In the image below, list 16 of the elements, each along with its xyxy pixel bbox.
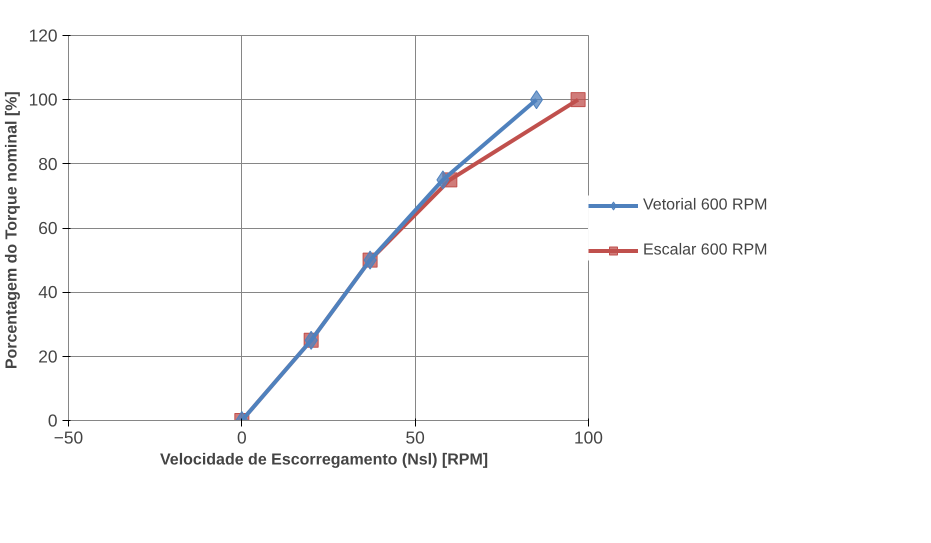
legend-label: Vetorial 600 RPM: [643, 196, 768, 214]
x-tick-label: 50: [406, 428, 425, 448]
x-tick-label: 0: [237, 428, 247, 448]
y-tick-label: 120: [28, 26, 58, 46]
y-tick-label: 0: [48, 410, 58, 430]
y-tick-label: 80: [38, 154, 58, 174]
point: [570, 92, 586, 108]
legend-label: Escalar 600 RPM: [643, 241, 768, 259]
y-tick-label: 20: [38, 346, 58, 366]
y-tick-label: 40: [38, 282, 58, 302]
x-axis-title: Velocidade de Escorregamento (Nsl) [RPM]: [160, 452, 488, 468]
x-tick-label: −50: [54, 428, 84, 448]
x-tick-label: 100: [574, 428, 603, 448]
y-axis-title: Porcentagem do Torque nominal [%]: [4, 91, 21, 370]
y-tick-label: 60: [38, 218, 58, 238]
y-tick-label: 100: [28, 90, 58, 110]
